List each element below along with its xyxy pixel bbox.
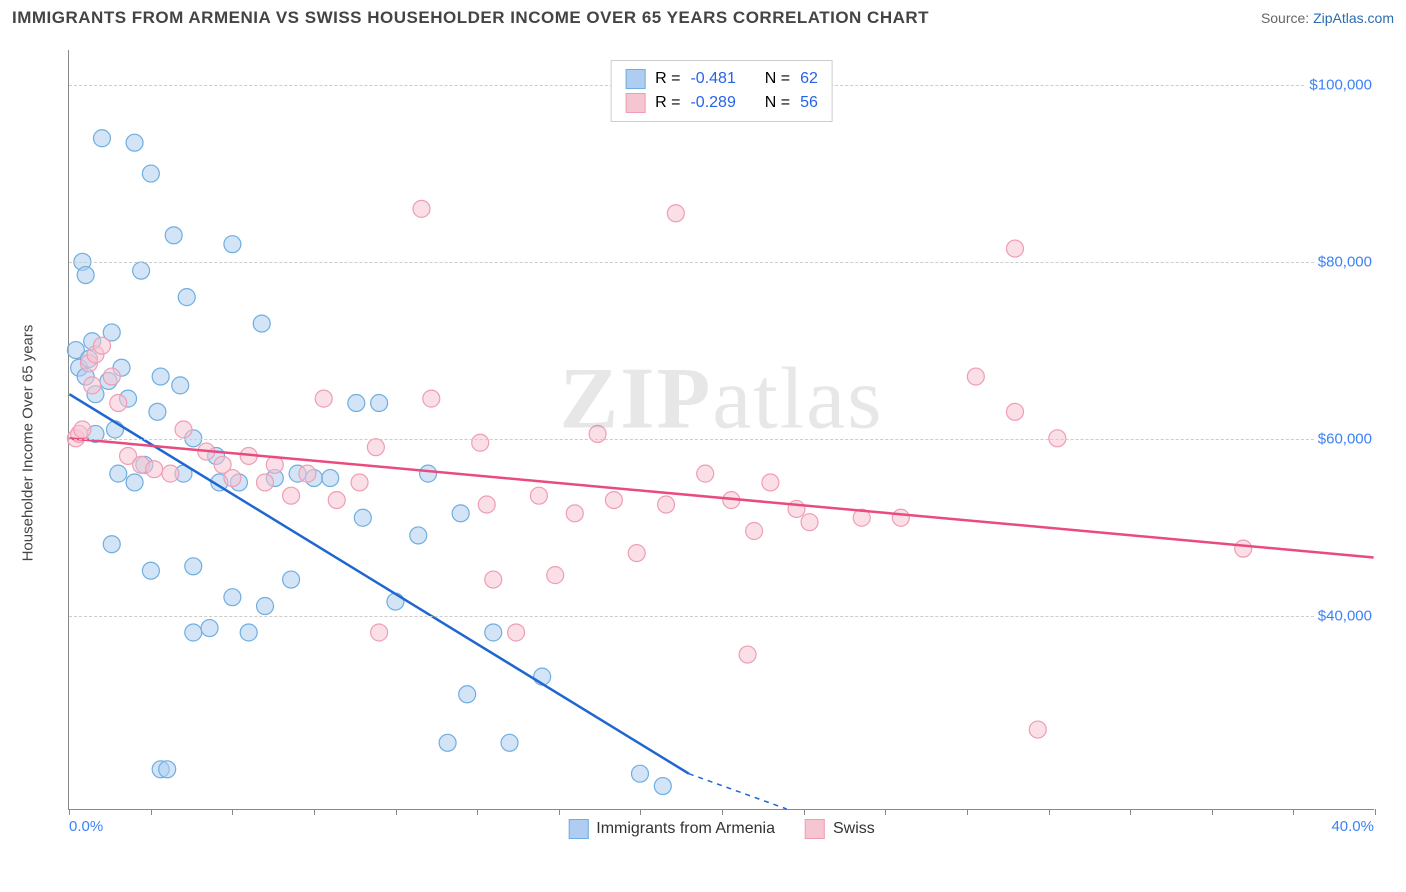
- swatch-swiss-icon: [805, 819, 825, 839]
- y-tick-label: $80,000: [1314, 254, 1376, 271]
- page-title: IMMIGRANTS FROM ARMENIA VS SWISS HOUSEHO…: [12, 8, 929, 28]
- source-attribution: Source: ZipAtlas.com: [1261, 10, 1394, 26]
- swatch-armenia-icon: [568, 819, 588, 839]
- swatch-armenia: [625, 69, 645, 89]
- x-axis-max: 40.0%: [1331, 818, 1374, 835]
- scatter-svg: [69, 50, 1374, 809]
- source-link[interactable]: ZipAtlas.com: [1313, 10, 1394, 26]
- y-axis-label: Householder Income Over 65 years: [20, 325, 37, 562]
- series-legend: Immigrants from Armenia Swiss: [568, 819, 875, 839]
- legend-item-armenia: Immigrants from Armenia: [568, 819, 775, 839]
- x-axis-min: 0.0%: [69, 818, 103, 835]
- y-tick-label: $100,000: [1305, 77, 1376, 94]
- plot-area: ZIPatlas R = -0.481 N = 62 R = -0.289 N …: [68, 50, 1374, 810]
- legend-row-armenia: R = -0.481 N = 62: [625, 67, 818, 91]
- legend-item-swiss: Swiss: [805, 819, 875, 839]
- swatch-swiss: [625, 93, 645, 113]
- y-tick-label: $60,000: [1314, 430, 1376, 447]
- correlation-chart: Householder Income Over 65 years ZIPatla…: [50, 38, 1390, 848]
- y-tick-label: $40,000: [1314, 607, 1376, 624]
- legend-row-swiss: R = -0.289 N = 56: [625, 91, 818, 115]
- correlation-legend: R = -0.481 N = 62 R = -0.289 N = 56: [610, 60, 833, 122]
